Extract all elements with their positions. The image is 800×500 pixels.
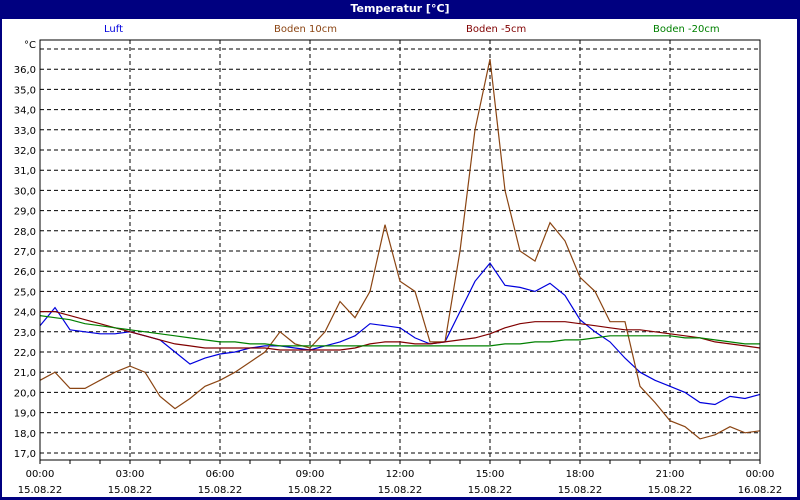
y-tick-label: 18,0	[14, 429, 36, 440]
y-tick-label: 17,0	[14, 449, 36, 460]
y-tick-label: 26,0	[14, 267, 36, 278]
x-tick-date: 16.08.22	[738, 485, 783, 496]
y-tick-label: 29,0	[14, 207, 36, 218]
x-tick-time: 09:00	[296, 469, 325, 480]
x-tick-date: 15.08.22	[378, 485, 423, 496]
series-line-boden-10cm	[39, 58, 761, 440]
legend-boden-10cm: Boden 10cm	[274, 24, 337, 35]
y-tick-label: 25,0	[14, 287, 36, 298]
window-title: Temperatur [°C]	[0, 0, 800, 19]
y-tick-label: 32,0	[14, 146, 36, 157]
x-tick-date: 15.08.22	[468, 485, 513, 496]
y-tick-label: 24,0	[14, 308, 36, 319]
y-tick-label: 35,0	[14, 85, 36, 96]
x-tick-time: 00:00	[26, 469, 55, 480]
x-tick-date: 15.08.22	[648, 485, 693, 496]
x-tick-time: 06:00	[206, 469, 235, 480]
y-tick-label: 33,0	[14, 126, 36, 137]
x-tick-time: 00:00	[746, 469, 775, 480]
series-line-boden-5cm	[40, 311, 761, 351]
series-line-boden-20cm	[39, 315, 760, 347]
y-tick-label: 36,0	[14, 65, 36, 76]
x-tick-date: 15.08.22	[558, 485, 603, 496]
x-tick-time: 18:00	[566, 469, 595, 480]
x-tick-time: 12:00	[386, 469, 415, 480]
x-tick-date: 15.08.22	[18, 485, 63, 496]
y-tick-label: 31,0	[14, 166, 36, 177]
y-tick-label: 23,0	[14, 328, 36, 339]
x-tick-time: 21:00	[656, 469, 685, 480]
legend-luft: Luft	[104, 24, 123, 35]
x-tick-time: 03:00	[116, 469, 145, 480]
legend-boden-5cm: Boden -5cm	[466, 24, 527, 35]
y-tick-label: 20,0	[14, 388, 36, 399]
y-tick-label: 28,0	[14, 227, 36, 238]
x-tick-time: 15:00	[476, 469, 505, 480]
legend-boden-20cm: Boden -20cm	[653, 24, 720, 35]
x-tick-date: 15.08.22	[288, 485, 333, 496]
y-unit-label: °C	[24, 40, 36, 51]
x-tick-date: 15.08.22	[108, 485, 153, 496]
y-tick-label: 34,0	[14, 106, 36, 117]
x-tick-date: 15.08.22	[198, 485, 243, 496]
y-tick-label: 19,0	[14, 409, 36, 420]
y-tick-label: 22,0	[14, 348, 36, 359]
y-tick-label: 27,0	[14, 247, 36, 258]
y-tick-label: 21,0	[14, 368, 36, 379]
y-tick-label: 30,0	[14, 186, 36, 197]
